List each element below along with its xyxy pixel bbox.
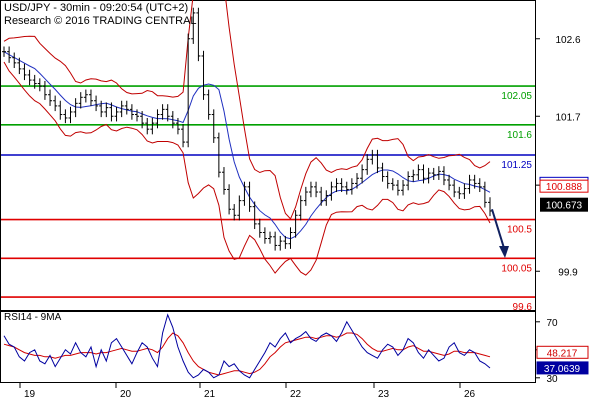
level-label-support: 99.6	[513, 302, 533, 313]
rsi-tag-label: 48.217	[547, 348, 578, 359]
level-label-resistance: 102.05	[501, 91, 532, 102]
rsi-ma-line	[3, 332, 491, 376]
rsi-tag-box	[536, 361, 589, 375]
rsi-y-tick-label: 70	[546, 318, 558, 329]
x-tick-label: 22	[290, 389, 302, 400]
current-price-label: 100.673	[546, 201, 583, 212]
x-tick-label: 21	[204, 389, 216, 400]
rsi-y-tick-label: 30	[546, 374, 558, 385]
level-label-support: 100.05	[501, 263, 532, 274]
x-tick-label: 20	[120, 389, 132, 400]
price-y-tick-label: 102.6	[555, 35, 580, 46]
x-tick-label: 26	[464, 389, 476, 400]
rsi-tag-box	[536, 345, 589, 359]
rsi-panel-title: RSI14 - 9MA	[4, 312, 62, 323]
x-tick-label: 23	[378, 389, 390, 400]
chart-title: USD/JPY - 30min - 09:20:54 (UTC+2)	[4, 2, 189, 14]
price-y-tick-label: 101.7	[555, 112, 580, 123]
forecast-arrow-head	[499, 246, 509, 259]
price-tag-label: 100.888	[546, 182, 583, 193]
lower-band-line	[3, 61, 491, 276]
price-tag-box	[539, 179, 589, 193]
moving-average-line	[3, 51, 491, 240]
price-y-tick-label: 99.9	[558, 267, 578, 278]
level-label-resistance: 101.6	[507, 130, 532, 141]
price-panel-frame	[0, 0, 536, 311]
level-label-support: 100.5	[507, 225, 532, 236]
level-label-pivot: 101.25	[501, 160, 532, 171]
rsi-tag-label: 37.0639	[544, 364, 581, 375]
forecast-arrow-shaft	[491, 208, 505, 249]
x-tick-label: 19	[24, 389, 36, 400]
current-price-box	[540, 197, 588, 212]
chart-copyright: Research © 2016 TRADING CENTRAL	[4, 15, 197, 27]
rsi-panel-frame	[0, 311, 536, 383]
upper-band-line	[3, 0, 491, 220]
rsi-line	[3, 313, 491, 379]
